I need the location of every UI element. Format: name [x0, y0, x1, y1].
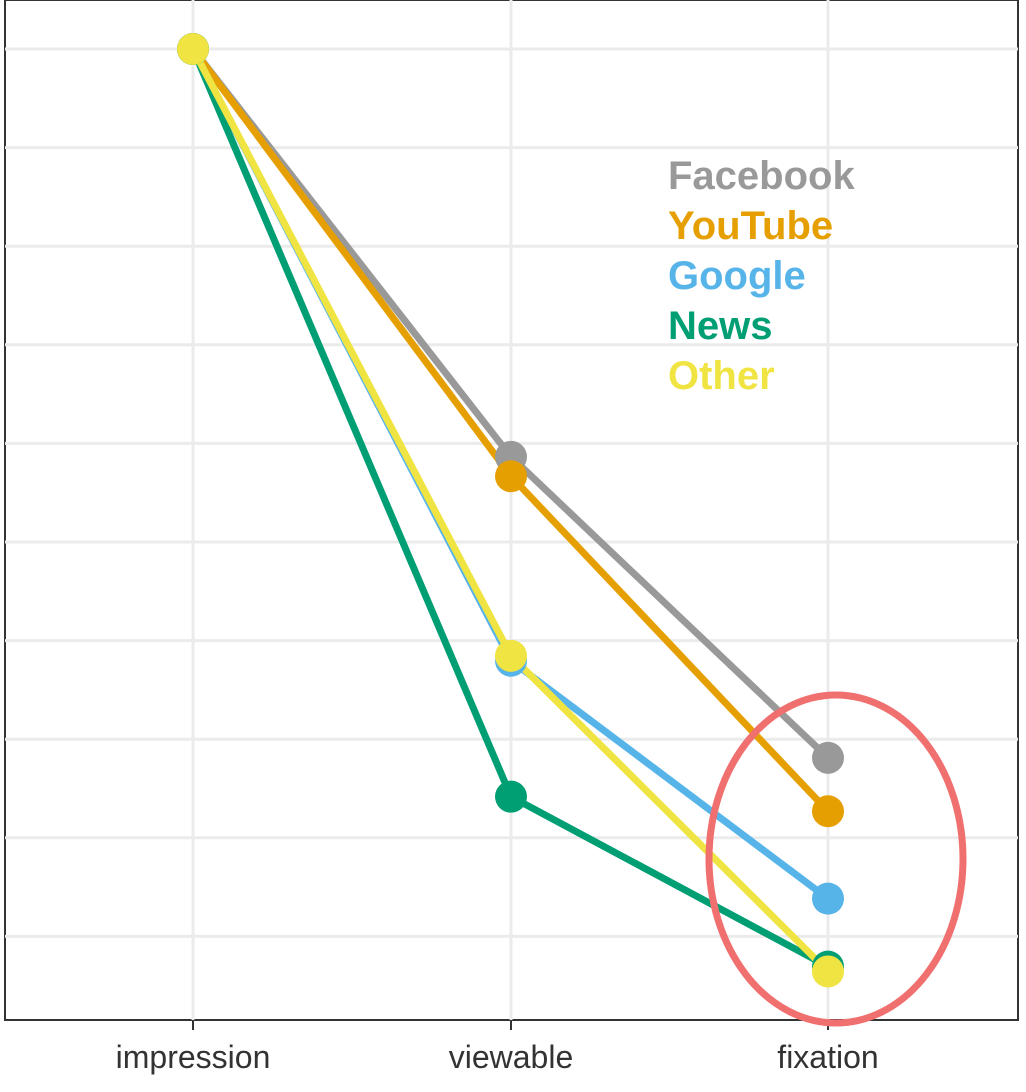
- annotation: [705, 691, 967, 1027]
- x-tick-label: fixation: [777, 1039, 878, 1075]
- legend: Facebook YouTube Google News Other: [668, 154, 855, 398]
- legend-youtube: YouTube: [668, 204, 833, 248]
- point-facebook: [812, 741, 844, 774]
- point-youtube: [812, 795, 844, 828]
- point-news: [495, 780, 527, 813]
- legend-news: News: [668, 304, 773, 348]
- legend-facebook: Facebook: [668, 154, 855, 198]
- legend-other: Other: [668, 354, 775, 398]
- point-youtube: [495, 460, 527, 493]
- x-tick-label: viewable: [449, 1039, 574, 1075]
- x-axis: impression viewable fixation: [116, 1020, 879, 1075]
- series-points: [177, 33, 844, 988]
- grid: [5, 0, 1018, 1020]
- legend-google: Google: [668, 254, 806, 298]
- point-other: [177, 33, 209, 65]
- point-google: [812, 882, 844, 915]
- x-tick-label: impression: [116, 1039, 271, 1075]
- point-other: [495, 639, 527, 672]
- point-other: [812, 955, 844, 988]
- highlight-ellipse: [705, 691, 967, 1027]
